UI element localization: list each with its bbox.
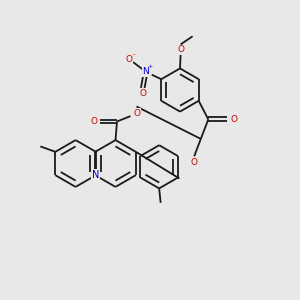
Text: O: O	[133, 109, 140, 118]
Text: N: N	[92, 170, 99, 180]
Text: +: +	[148, 64, 153, 69]
Text: O: O	[190, 158, 197, 167]
Text: N: N	[142, 67, 149, 76]
Text: O: O	[126, 55, 133, 64]
Text: O: O	[230, 115, 237, 124]
Text: O: O	[177, 45, 184, 54]
Text: O: O	[139, 89, 146, 98]
Text: -: -	[133, 51, 136, 57]
Text: O: O	[90, 117, 97, 126]
